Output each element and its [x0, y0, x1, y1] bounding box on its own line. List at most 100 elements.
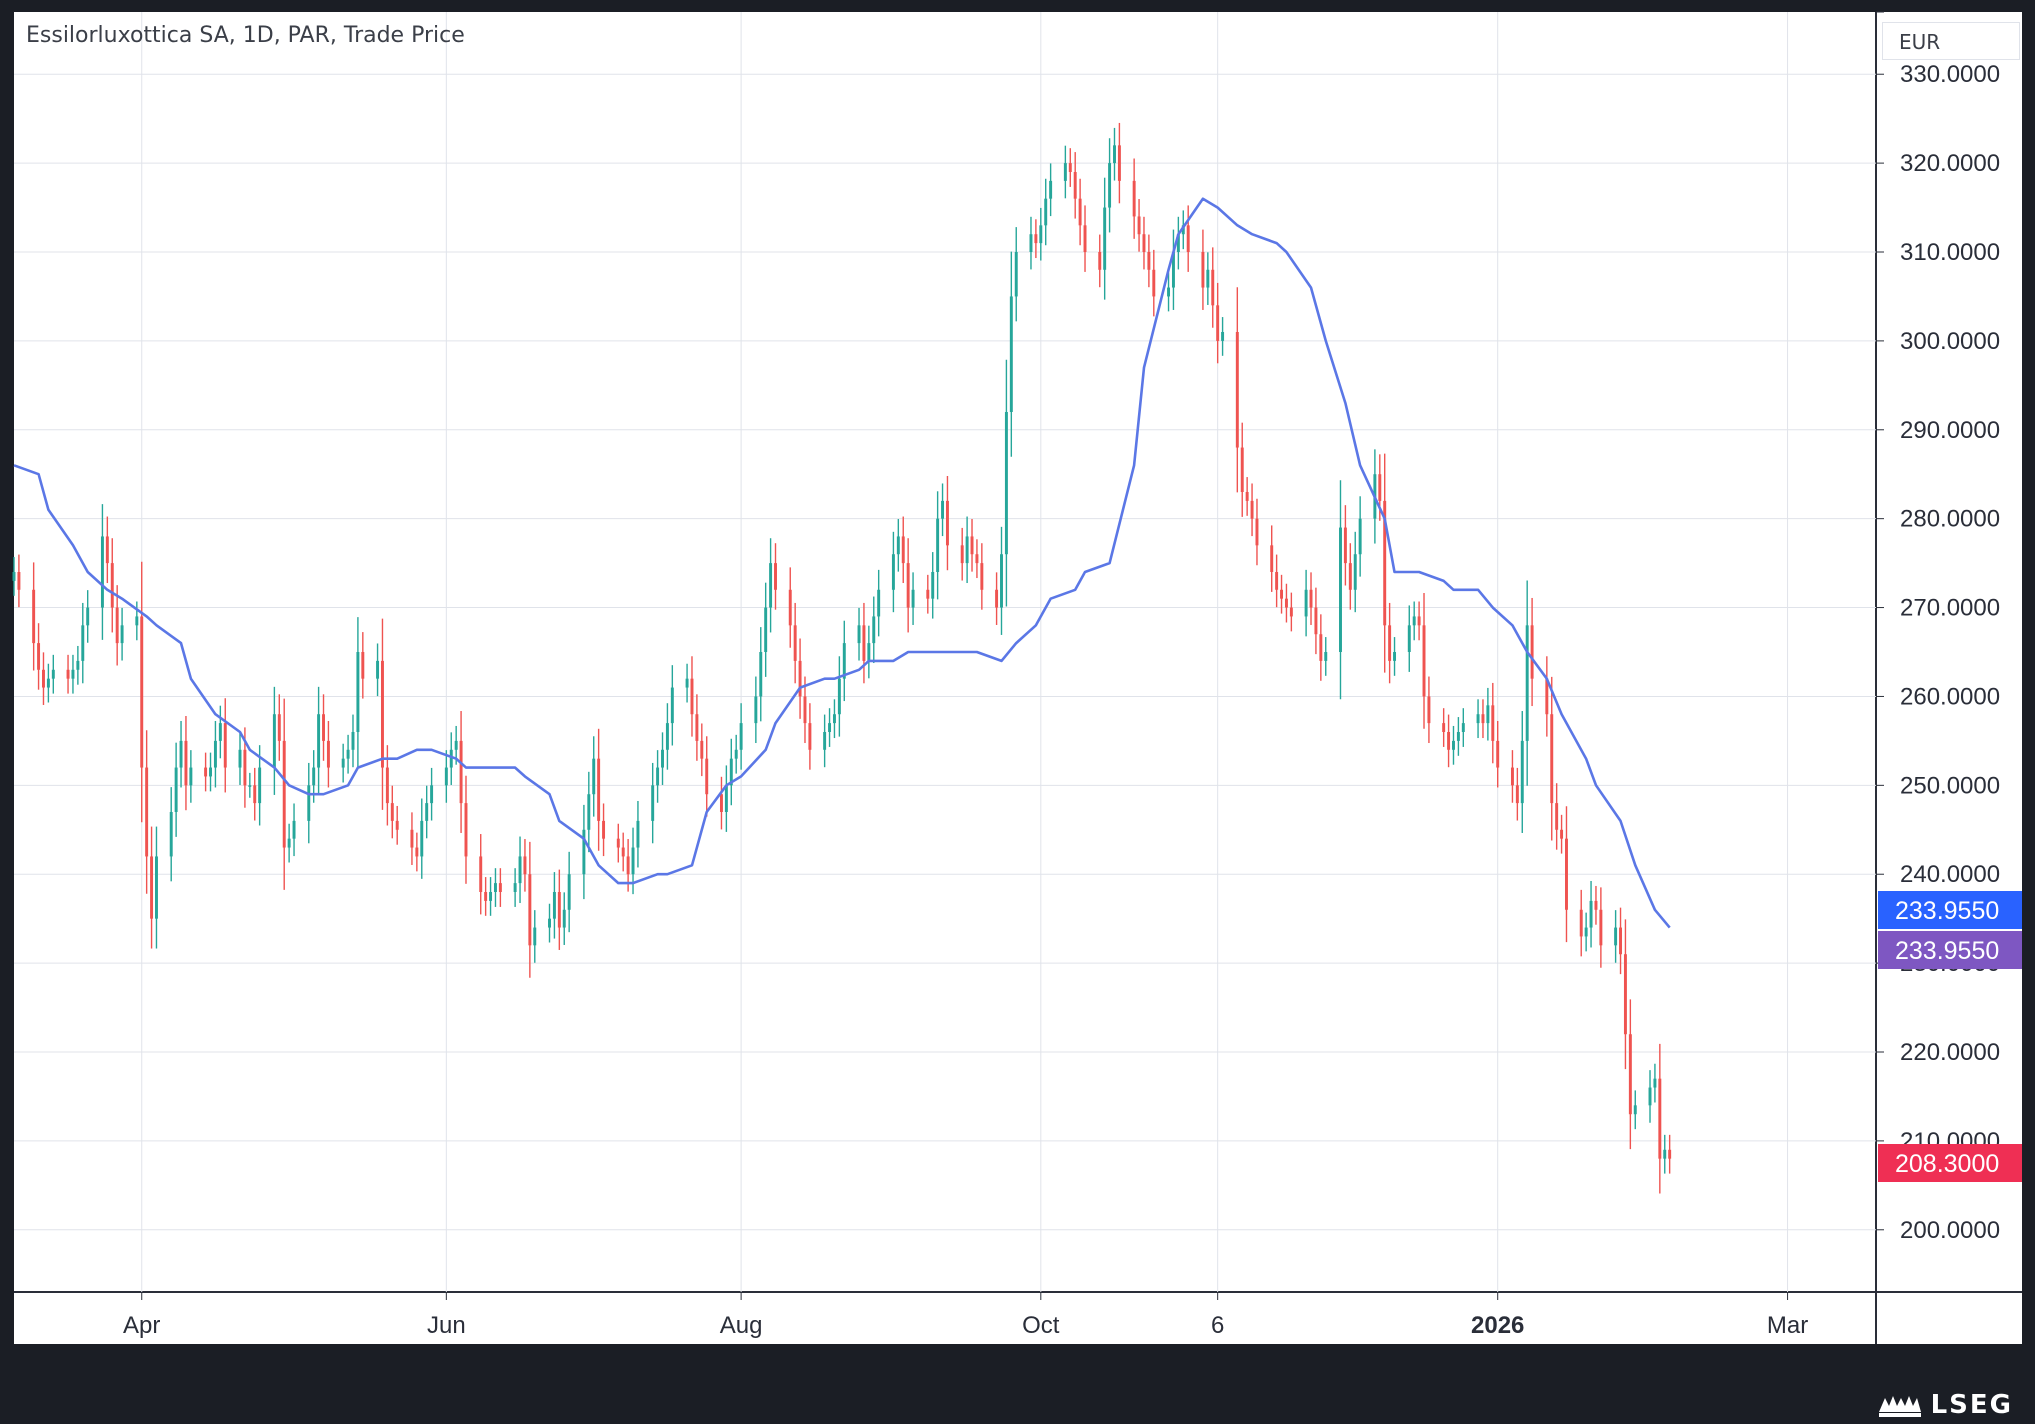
candle-body	[390, 803, 394, 821]
x-tick-label: Apr	[123, 1312, 160, 1339]
candle-body	[243, 749, 247, 786]
candle-body	[213, 740, 217, 768]
candle-body	[1476, 714, 1480, 724]
candle-body	[46, 678, 50, 688]
candle-body	[1314, 607, 1318, 635]
candle-body	[258, 767, 262, 804]
candle-body	[1255, 518, 1259, 546]
candle-body	[1181, 225, 1185, 235]
candle-body	[1068, 163, 1072, 172]
chart-panel[interactable]: 200.0000210.0000220.0000230.0000240.0000…	[0, 0, 2035, 1356]
candle-body	[872, 616, 876, 644]
candle-body	[1000, 554, 1003, 608]
y-tick-label: 290.0000	[1900, 417, 2000, 444]
candle-body	[1378, 474, 1382, 501]
candle-body	[651, 785, 655, 821]
candle-body	[1078, 198, 1082, 226]
candle-body	[867, 643, 871, 661]
candle-body	[312, 767, 316, 786]
candle-body	[209, 767, 212, 777]
candle-body	[911, 589, 915, 608]
price-badge-label-1: 233.9550	[1895, 897, 1999, 925]
candle-body	[533, 927, 537, 946]
candle-body	[832, 714, 836, 724]
candle-body	[1284, 598, 1288, 608]
candle-body	[356, 652, 360, 732]
candle-body	[665, 723, 669, 750]
candle-body	[1201, 252, 1205, 288]
x-tick-label: 2026	[1471, 1312, 1524, 1339]
candle-body	[582, 829, 586, 875]
price-chart[interactable]: 200.0000210.0000220.0000230.0000240.0000…	[0, 0, 2035, 1356]
candle-body	[513, 883, 517, 892]
y-tick-label: 300.0000	[1900, 328, 2000, 355]
candle-body	[145, 767, 149, 857]
candle-body	[1412, 616, 1416, 626]
candle-body	[1289, 607, 1293, 617]
candle-body	[828, 723, 832, 732]
candle-body	[1525, 625, 1529, 741]
candle-body	[774, 563, 777, 590]
candle-body	[960, 545, 964, 564]
candle-body	[1510, 767, 1514, 786]
candle-body	[32, 589, 36, 644]
candle-body	[906, 563, 910, 608]
price-badge-3	[1878, 1144, 2022, 1182]
candle-body	[995, 589, 999, 608]
candle-body	[1083, 225, 1087, 252]
candle-body	[81, 625, 85, 661]
x-tick-label: Aug	[720, 1312, 763, 1339]
candle-body	[1599, 909, 1603, 946]
candle-body	[705, 758, 709, 795]
y-tick-label: 280.0000	[1900, 506, 2000, 533]
candle-body	[248, 785, 252, 787]
lseg-emblem-icon	[1878, 1396, 1921, 1417]
candle-body	[135, 616, 139, 626]
candle-body	[528, 874, 532, 946]
candle-body	[493, 883, 497, 892]
candle-body	[1579, 909, 1583, 937]
candle-body	[376, 660, 380, 679]
candle-body	[287, 838, 291, 848]
candle-body	[823, 732, 827, 750]
candle-body	[695, 714, 699, 741]
candle-body	[1358, 518, 1362, 555]
candle-body	[523, 856, 527, 875]
candle-body	[567, 874, 571, 910]
candle-body	[1235, 332, 1239, 448]
candle-body	[690, 678, 694, 715]
candle-body	[1456, 732, 1460, 741]
ma-line	[13, 197, 1671, 929]
candle-body	[1167, 287, 1171, 297]
candle-body	[86, 607, 90, 626]
candle-body	[1653, 1078, 1657, 1088]
candle-body	[1619, 927, 1623, 955]
candle-body	[42, 669, 45, 688]
candle-body	[803, 696, 807, 724]
candle-body	[1152, 269, 1156, 297]
candle-body	[1319, 634, 1323, 661]
candle-body	[66, 669, 70, 679]
candle-body	[1206, 269, 1210, 288]
candle-body	[729, 758, 733, 786]
candle-body	[1113, 145, 1116, 164]
candle-body	[1029, 234, 1033, 252]
candle-body	[361, 652, 365, 679]
candle-body	[1555, 803, 1559, 830]
currency-selector[interactable]: EUR	[1882, 22, 2020, 60]
candle-body	[1668, 1149, 1672, 1159]
candle-body	[1240, 447, 1244, 492]
y-tick-label: 330.0000	[1900, 61, 2000, 88]
y-tick-label: 220.0000	[1900, 1039, 2000, 1066]
candle-body	[1623, 954, 1627, 1035]
candle-body	[1442, 723, 1446, 732]
candle-body	[1044, 198, 1048, 226]
price-badge-label-2: 233.9550	[1895, 937, 1999, 965]
candle-body	[1171, 252, 1175, 288]
candle-body	[76, 660, 80, 670]
candle-body	[621, 847, 625, 857]
candle-body	[17, 572, 21, 590]
candle-body	[307, 785, 311, 821]
candle-body	[238, 749, 242, 768]
candle-body	[1250, 500, 1254, 519]
